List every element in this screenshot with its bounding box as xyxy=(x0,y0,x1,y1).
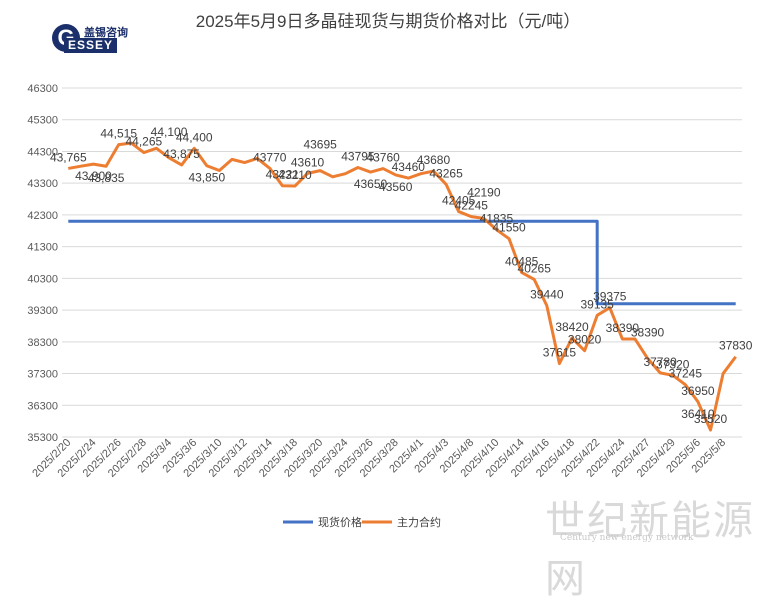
data-label: 43210 xyxy=(278,168,312,182)
data-label: 43265 xyxy=(429,166,463,180)
logo-chinese-text: 盖锡咨询 xyxy=(84,27,128,39)
y-tick-label: 41300 xyxy=(27,242,58,254)
data-label: 36410 xyxy=(681,407,715,421)
y-tick-label: 45300 xyxy=(27,115,58,127)
data-label: 37830 xyxy=(719,339,753,353)
data-label: 38390 xyxy=(606,321,640,335)
x-axis: 2025/2/202025/2/242025/2/262025/2/282025… xyxy=(30,437,728,480)
data-label: 42405 xyxy=(442,194,476,208)
data-label: 35520 xyxy=(694,412,728,426)
y-tick-label: 35300 xyxy=(27,432,58,444)
grid xyxy=(62,87,742,438)
y-tick-label: 44300 xyxy=(27,146,58,158)
series-line-futures xyxy=(68,141,737,432)
chart-title: 2025年5月9日多晶硅现货与期货价格对比（元/吨） xyxy=(196,12,580,31)
data-label: 42190 xyxy=(467,185,501,199)
y-tick-label: 46300 xyxy=(27,83,58,95)
data-label: 42245 xyxy=(455,199,489,213)
data-label: 43695 xyxy=(303,138,337,152)
data-label: 43610 xyxy=(291,155,325,169)
data-label: 43221 xyxy=(266,168,300,182)
data-label: 37320 xyxy=(656,357,690,371)
y-tick-label: 36300 xyxy=(27,400,58,412)
data-label: 40485 xyxy=(505,254,539,268)
legend: 现货价格 主力合约 xyxy=(283,515,441,529)
logo-english-text: ESSEY xyxy=(64,38,118,53)
data-label: 38420 xyxy=(555,320,589,334)
data-label: 43560 xyxy=(379,180,413,194)
data-label: 44,265 xyxy=(126,135,163,149)
data-label: 43,875 xyxy=(163,147,200,161)
y-tick-label: 43300 xyxy=(27,178,58,190)
y-axis: 35300 36300 37300 38300 39300 40300 41300 42300… xyxy=(27,83,58,444)
data-label: 37780 xyxy=(643,355,677,369)
data-label: 43680 xyxy=(417,153,451,167)
data-label: 37615 xyxy=(543,346,577,360)
y-tick-label: 37300 xyxy=(27,369,58,381)
data-label: 43770 xyxy=(253,150,287,164)
series-line-spot xyxy=(68,219,736,306)
data-label: 41835 xyxy=(480,212,514,226)
legend-label-spot: 现货价格 xyxy=(318,515,362,529)
data-label: 43,850 xyxy=(188,171,225,185)
data-label: 36950 xyxy=(681,384,715,398)
y-tick-label: 42300 xyxy=(27,210,58,222)
data-label: 39135 xyxy=(580,297,614,311)
data-label: 44,515 xyxy=(100,127,137,141)
data-label: 43795 xyxy=(341,149,375,163)
y-tick-label: 38300 xyxy=(27,337,58,349)
data-label: 43,900 xyxy=(75,169,112,183)
y-tick-label: 39300 xyxy=(27,305,58,317)
legend-label-futures: 主力合约 xyxy=(397,515,441,529)
data-label: 44,400 xyxy=(176,130,213,144)
data-label: 39440 xyxy=(530,288,564,302)
data-label: 37245 xyxy=(669,367,703,381)
series-lines xyxy=(68,141,737,432)
watermark-text: 世纪新能源网 xyxy=(545,498,755,602)
data-label: 43,835 xyxy=(88,171,125,185)
data-label: 38390 xyxy=(631,325,665,339)
price-comparison-chart: 2025年5月9日多晶硅现货与期货价格对比（元/吨） 35300 36300 373… xyxy=(27,12,753,529)
data-label: 39375 xyxy=(593,290,627,304)
data-label: 41550 xyxy=(492,221,526,235)
data-label: 43,765 xyxy=(50,150,87,164)
data-label: 38020 xyxy=(568,333,602,347)
data-label: 44,100 xyxy=(151,125,188,139)
data-label: 40265 xyxy=(518,261,552,275)
data-label: 43460 xyxy=(392,160,426,174)
y-tick-label: 40300 xyxy=(27,273,58,285)
data-label: 43650 xyxy=(354,177,388,191)
watermark-english-text: Century new energy network xyxy=(560,533,694,543)
data-label: 43760 xyxy=(366,151,400,165)
